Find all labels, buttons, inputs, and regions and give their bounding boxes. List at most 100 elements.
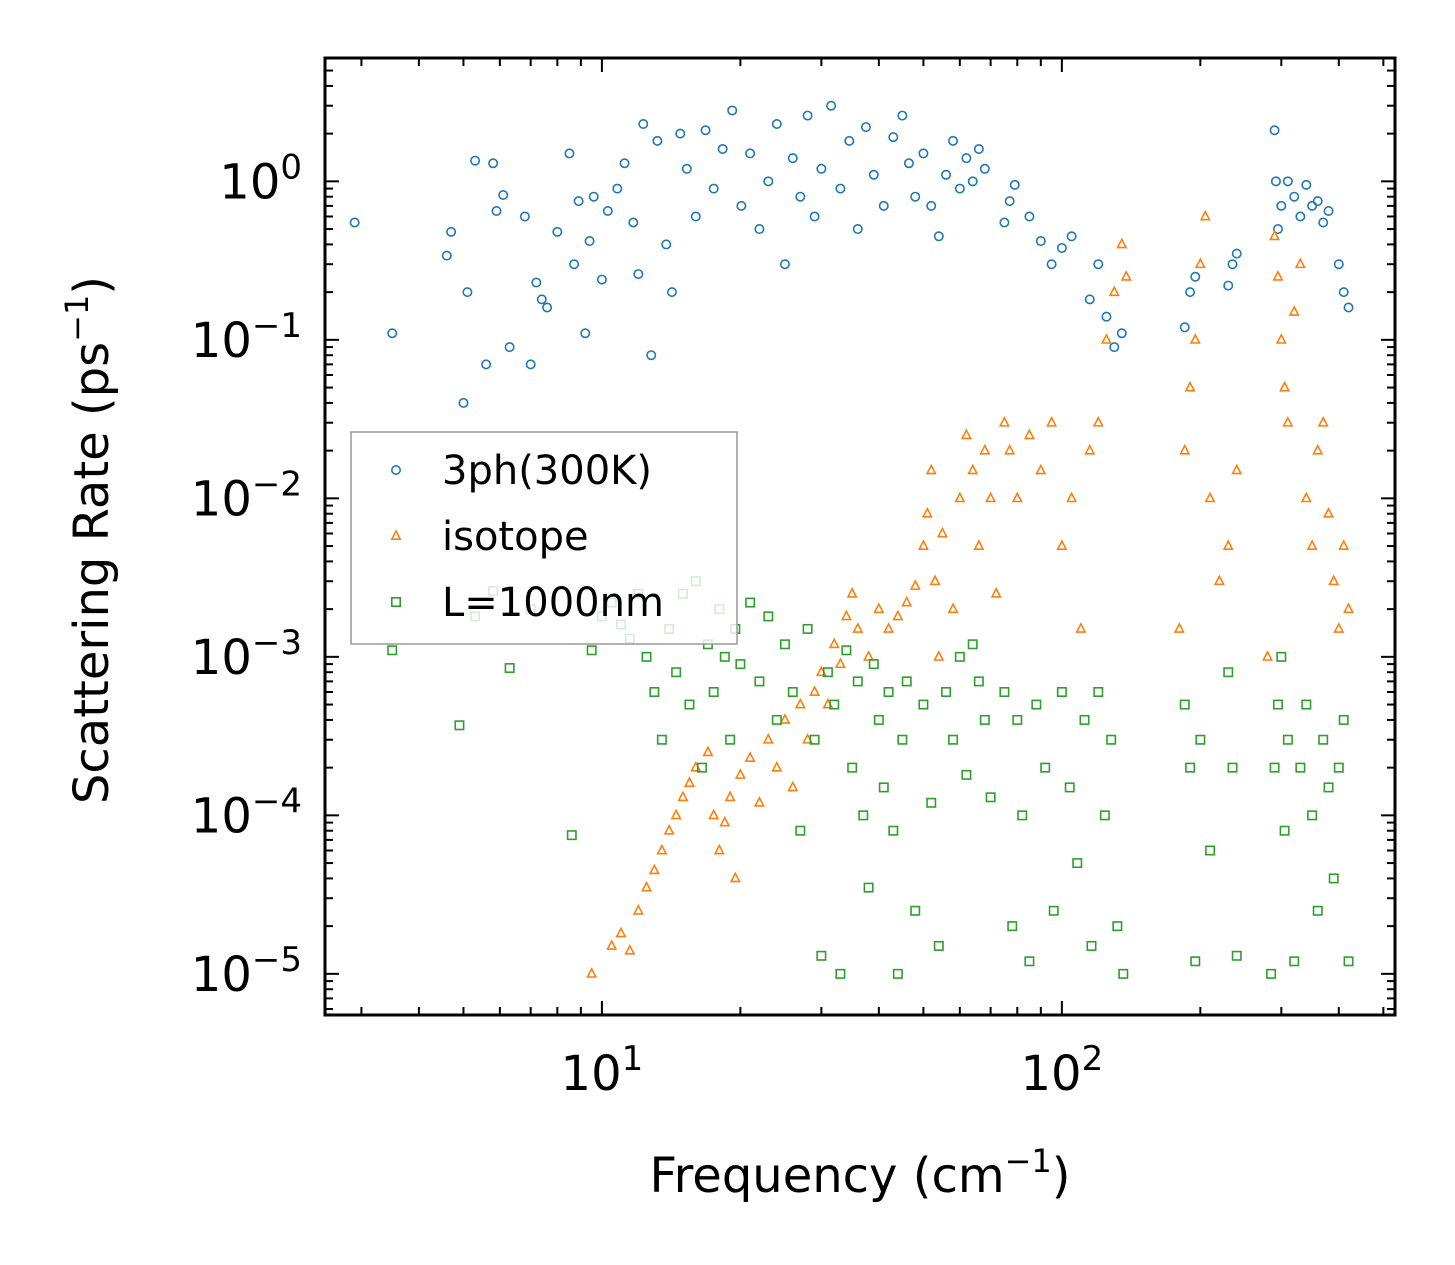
data-point	[1064, 782, 1075, 793]
data-point	[727, 105, 738, 116]
data-point	[713, 843, 725, 855]
tick-labels-layer: 101 102 100 10−1 10−2 10−3 10−4 10−5	[191, 147, 1103, 1102]
data-point	[663, 823, 675, 835]
legend-marker-square	[390, 596, 401, 607]
data-point	[835, 183, 846, 194]
data-point	[1092, 415, 1104, 427]
data-point	[458, 397, 469, 408]
data-point	[771, 714, 782, 725]
data-point	[1328, 873, 1339, 884]
data-point	[1269, 229, 1281, 241]
data-point	[868, 169, 879, 180]
data-point	[1075, 622, 1087, 633]
data-point	[745, 597, 756, 608]
data-point	[762, 732, 774, 744]
data-point	[960, 428, 972, 440]
data-point	[724, 790, 736, 802]
data-point	[973, 539, 985, 551]
data-point	[1205, 845, 1216, 856]
data-point	[1023, 428, 1035, 440]
data-point	[979, 163, 990, 174]
data-point	[584, 236, 595, 247]
plot-frame	[323, 56, 1397, 1017]
data-point	[973, 143, 984, 154]
data-point	[1012, 714, 1023, 725]
data-point	[1112, 921, 1123, 932]
data-point	[719, 815, 731, 827]
data-point	[446, 226, 457, 237]
data-point	[504, 342, 515, 353]
data-point	[504, 663, 515, 674]
data-point	[954, 491, 966, 503]
data-point	[1323, 506, 1335, 518]
data-point	[708, 183, 719, 194]
data-point	[1318, 734, 1329, 745]
data-point	[921, 506, 933, 518]
data-point	[1282, 176, 1293, 187]
data-point	[1035, 463, 1047, 475]
data-point	[1288, 305, 1300, 316]
data-point	[1179, 699, 1190, 710]
data-point	[754, 676, 765, 687]
data-point	[602, 205, 613, 216]
legend-entry: L=1000nm	[390, 580, 664, 626]
data-point	[910, 905, 921, 916]
data-point	[1066, 491, 1078, 503]
data-point	[638, 119, 649, 130]
data-point	[967, 176, 978, 187]
data-point	[1262, 650, 1274, 661]
data-point	[929, 574, 941, 586]
data-point	[828, 637, 840, 649]
data-point	[948, 734, 959, 745]
data-point	[802, 110, 813, 121]
data-point	[1101, 311, 1112, 322]
data-point	[1275, 333, 1287, 344]
data-point	[926, 797, 937, 808]
data-point	[735, 659, 746, 670]
legend-marker-circle	[390, 464, 401, 475]
data-point	[1066, 231, 1077, 242]
data-point	[979, 443, 991, 455]
data-point	[717, 143, 728, 154]
data-point	[873, 714, 884, 725]
data-point	[1046, 415, 1058, 427]
data-point	[1295, 211, 1306, 222]
data-point	[646, 350, 657, 361]
data-point	[910, 191, 921, 202]
data-point	[632, 904, 644, 915]
data-point	[841, 645, 852, 656]
data-point	[1343, 602, 1355, 614]
data-point	[897, 734, 908, 745]
data-point	[1213, 574, 1225, 586]
data-point	[624, 943, 636, 955]
data-point	[491, 205, 502, 216]
data-point	[1009, 179, 1020, 190]
data-point	[387, 645, 398, 656]
data-point	[596, 274, 607, 285]
data-point	[835, 968, 846, 979]
data-point	[1227, 259, 1238, 270]
data-point	[816, 163, 827, 174]
data-point	[1024, 211, 1035, 222]
data-point	[745, 148, 756, 159]
data-point	[787, 687, 798, 698]
data-point	[1100, 333, 1112, 344]
data-point	[903, 158, 914, 169]
data-point	[840, 609, 852, 621]
data-point	[1195, 734, 1206, 745]
data-point	[661, 239, 672, 250]
data-point	[1035, 236, 1046, 247]
data-point	[860, 122, 871, 133]
data-point	[569, 259, 580, 270]
data-point	[462, 287, 473, 298]
data-point	[1312, 443, 1324, 455]
data-point	[1338, 539, 1350, 551]
data-point	[990, 587, 1002, 598]
data-point	[1270, 176, 1281, 187]
data-point	[936, 526, 948, 538]
legend-entry: isotope	[390, 514, 589, 560]
data-point	[573, 196, 584, 207]
y-tick-label: 10−1	[191, 306, 302, 369]
data-point	[967, 463, 979, 475]
data-point	[795, 825, 806, 836]
